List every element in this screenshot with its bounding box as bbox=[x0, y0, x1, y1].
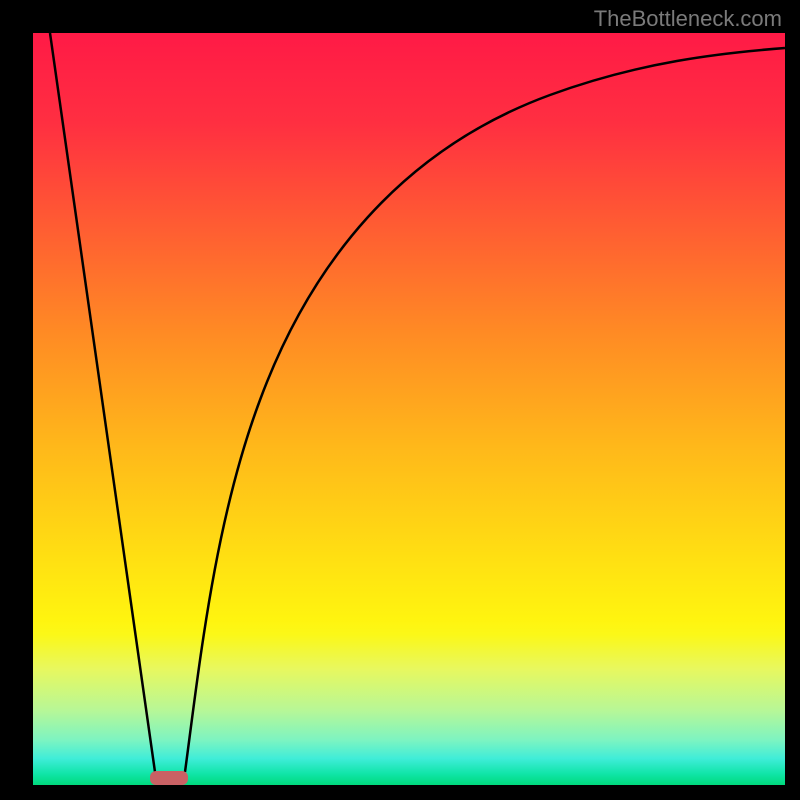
watermark-text: TheBottleneck.com bbox=[594, 6, 782, 32]
right-ascent-curve bbox=[185, 48, 785, 772]
left-descent-line bbox=[50, 33, 155, 772]
plot-area bbox=[33, 33, 785, 785]
curve-layer bbox=[0, 0, 800, 800]
chart-container: TheBottleneck.com bbox=[0, 0, 800, 800]
bottom-marker bbox=[150, 771, 188, 785]
